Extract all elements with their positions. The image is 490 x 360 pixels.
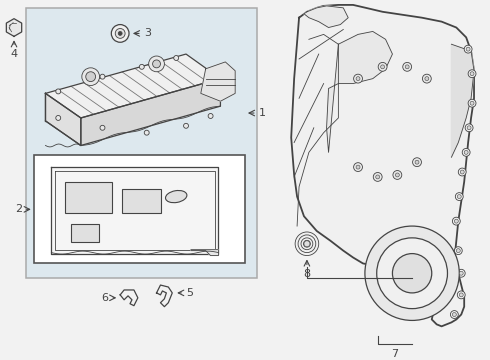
FancyBboxPatch shape <box>65 182 112 213</box>
Polygon shape <box>46 54 220 118</box>
Circle shape <box>470 72 474 76</box>
Circle shape <box>470 101 474 105</box>
Text: 7: 7 <box>391 349 398 359</box>
Circle shape <box>403 62 412 71</box>
Circle shape <box>378 62 387 71</box>
Circle shape <box>392 253 432 293</box>
Circle shape <box>373 172 382 181</box>
Circle shape <box>56 89 61 94</box>
Circle shape <box>303 240 310 247</box>
Circle shape <box>458 168 466 176</box>
Circle shape <box>354 74 363 83</box>
Circle shape <box>304 241 310 247</box>
Polygon shape <box>326 31 392 152</box>
FancyBboxPatch shape <box>71 224 98 242</box>
Polygon shape <box>51 167 219 253</box>
Circle shape <box>454 219 458 223</box>
Circle shape <box>100 125 105 130</box>
Circle shape <box>295 232 319 256</box>
Circle shape <box>464 150 468 154</box>
Text: 1: 1 <box>259 108 266 118</box>
Circle shape <box>356 165 360 169</box>
Polygon shape <box>291 5 474 326</box>
Circle shape <box>301 238 313 250</box>
Circle shape <box>413 158 421 167</box>
Circle shape <box>468 99 476 107</box>
Polygon shape <box>6 19 22 36</box>
Circle shape <box>464 45 472 53</box>
Polygon shape <box>81 78 220 145</box>
Circle shape <box>381 65 385 69</box>
Circle shape <box>457 269 465 277</box>
Circle shape <box>115 28 125 38</box>
Circle shape <box>450 311 458 319</box>
Circle shape <box>467 126 471 130</box>
Circle shape <box>422 74 431 83</box>
Circle shape <box>425 77 429 81</box>
Circle shape <box>100 74 105 79</box>
Polygon shape <box>46 93 81 145</box>
Circle shape <box>405 65 409 69</box>
Circle shape <box>354 163 363 171</box>
Circle shape <box>148 56 165 72</box>
Text: 2: 2 <box>15 204 22 214</box>
Circle shape <box>365 226 459 320</box>
Circle shape <box>377 238 447 309</box>
Circle shape <box>174 55 179 60</box>
Circle shape <box>460 170 464 174</box>
Circle shape <box>468 70 476 78</box>
FancyBboxPatch shape <box>26 8 257 278</box>
Circle shape <box>298 235 316 253</box>
Circle shape <box>459 271 463 275</box>
Circle shape <box>208 113 213 118</box>
Ellipse shape <box>166 190 187 203</box>
Circle shape <box>376 175 380 179</box>
Circle shape <box>86 72 96 82</box>
Circle shape <box>139 64 144 69</box>
Circle shape <box>56 116 61 120</box>
Circle shape <box>462 148 470 156</box>
Polygon shape <box>201 62 235 101</box>
Circle shape <box>144 130 149 135</box>
Text: 5: 5 <box>186 288 193 298</box>
FancyBboxPatch shape <box>34 155 245 264</box>
Circle shape <box>82 68 99 86</box>
Text: 6: 6 <box>101 293 108 303</box>
Circle shape <box>452 312 456 316</box>
Circle shape <box>455 193 463 201</box>
Circle shape <box>118 31 122 35</box>
Polygon shape <box>191 250 219 256</box>
FancyBboxPatch shape <box>122 189 161 213</box>
Text: 4: 4 <box>10 49 18 59</box>
Circle shape <box>459 293 463 297</box>
Circle shape <box>454 247 462 255</box>
Text: 8: 8 <box>303 269 311 279</box>
Circle shape <box>465 124 473 132</box>
Circle shape <box>456 249 460 253</box>
Circle shape <box>457 195 461 199</box>
Circle shape <box>466 47 470 51</box>
Circle shape <box>356 77 360 81</box>
Circle shape <box>415 160 419 164</box>
Text: 3: 3 <box>144 28 151 39</box>
Circle shape <box>152 60 160 68</box>
Circle shape <box>111 24 129 42</box>
Circle shape <box>395 173 399 177</box>
Circle shape <box>452 217 460 225</box>
Circle shape <box>393 171 402 179</box>
Circle shape <box>457 291 465 299</box>
Polygon shape <box>451 44 474 157</box>
Circle shape <box>184 123 189 128</box>
Polygon shape <box>304 6 348 27</box>
